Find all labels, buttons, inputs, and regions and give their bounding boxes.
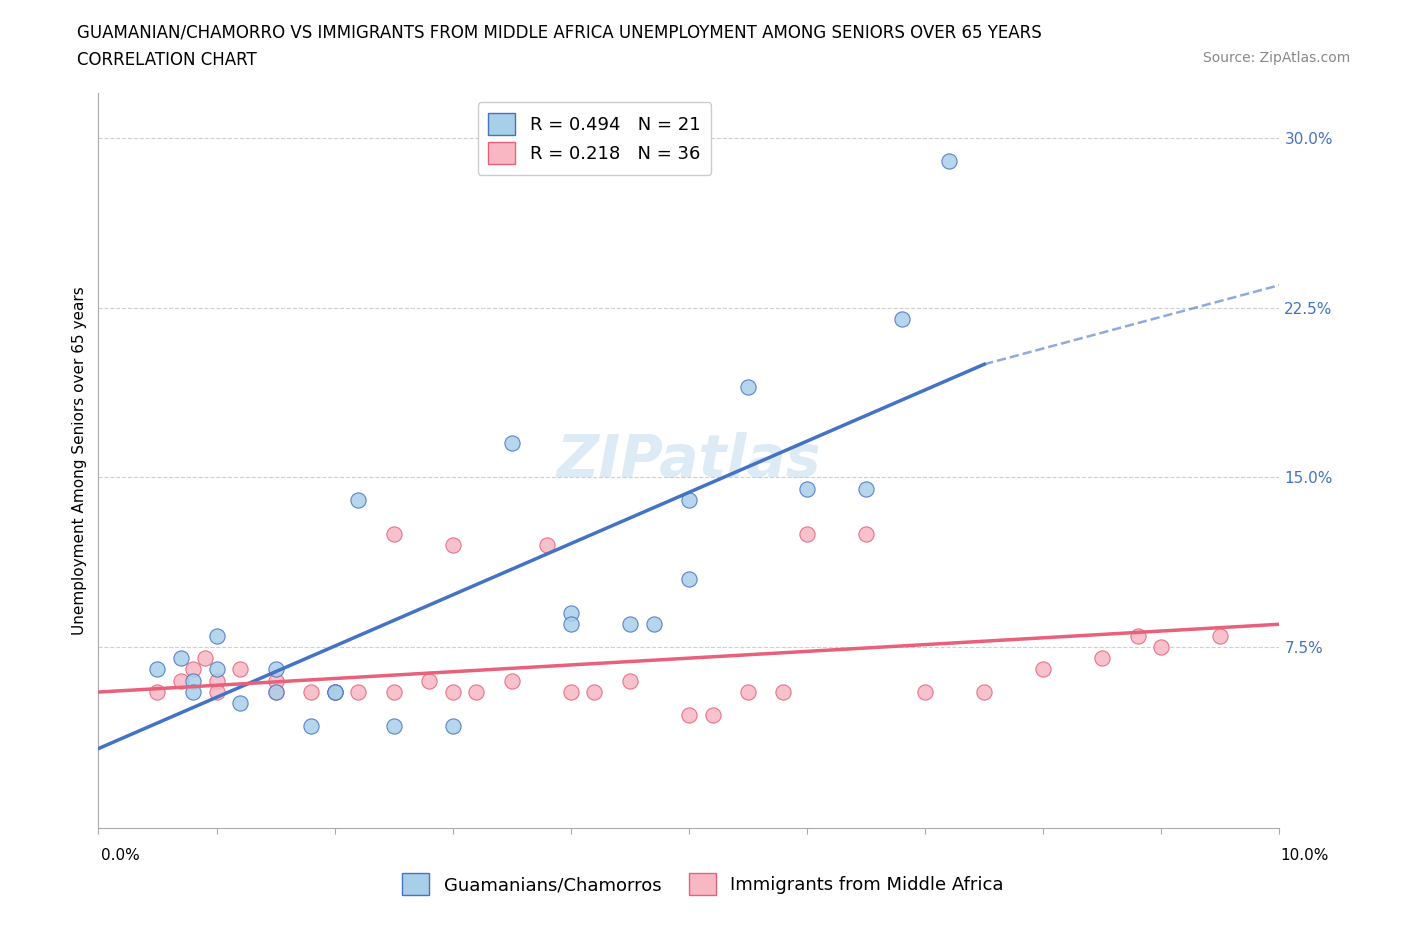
Point (643, 617, 665, 631)
Point (229, 662, 252, 677)
Point (146, 684, 169, 699)
Point (347, 684, 370, 699)
Point (465, 684, 488, 699)
Point (678, 707, 700, 722)
Point (205, 628, 228, 643)
Point (796, 481, 818, 496)
Point (560, 684, 582, 699)
Point (855, 481, 877, 496)
Point (181, 684, 204, 699)
Text: CORRELATION CHART: CORRELATION CHART (77, 51, 257, 69)
Point (914, 684, 936, 699)
Text: 0.0%: 0.0% (101, 848, 141, 863)
Point (1126, 628, 1149, 643)
Point (205, 662, 228, 677)
Legend: R = 0.494   N = 21, R = 0.218   N = 36: R = 0.494 N = 21, R = 0.218 N = 36 (478, 102, 711, 175)
Point (194, 651, 217, 666)
Point (702, 707, 724, 722)
Point (146, 662, 169, 677)
Point (1150, 640, 1173, 655)
Point (418, 673, 440, 688)
Point (619, 673, 641, 688)
Point (205, 673, 228, 688)
Y-axis label: Unemployment Among Seniors over 65 years: Unemployment Among Seniors over 65 years (72, 286, 87, 634)
Point (264, 684, 287, 699)
Point (382, 684, 405, 699)
Point (264, 662, 287, 677)
Point (583, 684, 606, 699)
Point (181, 662, 204, 677)
Point (1032, 662, 1054, 677)
Point (323, 684, 346, 699)
Legend: Guamanians/Chamorros, Immigrants from Middle Africa: Guamanians/Chamorros, Immigrants from Mi… (395, 866, 1011, 902)
Point (678, 572, 700, 587)
Point (536, 538, 558, 552)
Point (890, 312, 912, 326)
Point (560, 617, 582, 631)
Point (938, 153, 960, 168)
Point (501, 673, 523, 688)
Point (205, 684, 228, 699)
Point (560, 605, 582, 620)
Point (382, 719, 405, 734)
Point (441, 538, 464, 552)
Point (441, 684, 464, 699)
Point (441, 719, 464, 734)
Point (772, 684, 794, 699)
Text: 10.0%: 10.0% (1281, 848, 1329, 863)
Point (299, 684, 322, 699)
Point (1091, 651, 1114, 666)
Point (347, 493, 370, 508)
Point (181, 673, 204, 688)
Point (299, 719, 322, 734)
Point (264, 684, 287, 699)
Point (973, 684, 995, 699)
Point (619, 617, 641, 631)
Point (170, 673, 193, 688)
Point (170, 651, 193, 666)
Point (796, 526, 818, 541)
Point (855, 526, 877, 541)
Point (229, 696, 252, 711)
Text: GUAMANIAN/CHAMORRO VS IMMIGRANTS FROM MIDDLE AFRICA UNEMPLOYMENT AMONG SENIORS O: GUAMANIAN/CHAMORRO VS IMMIGRANTS FROM MI… (77, 23, 1042, 41)
Point (323, 684, 346, 699)
Point (737, 684, 759, 699)
Text: Source: ZipAtlas.com: Source: ZipAtlas.com (1202, 51, 1350, 65)
Point (382, 526, 405, 541)
Point (1209, 628, 1232, 643)
Text: ZIPatlas: ZIPatlas (557, 432, 821, 489)
Point (264, 673, 287, 688)
Point (678, 493, 700, 508)
Point (501, 436, 523, 451)
Point (737, 379, 759, 394)
Point (323, 684, 346, 699)
